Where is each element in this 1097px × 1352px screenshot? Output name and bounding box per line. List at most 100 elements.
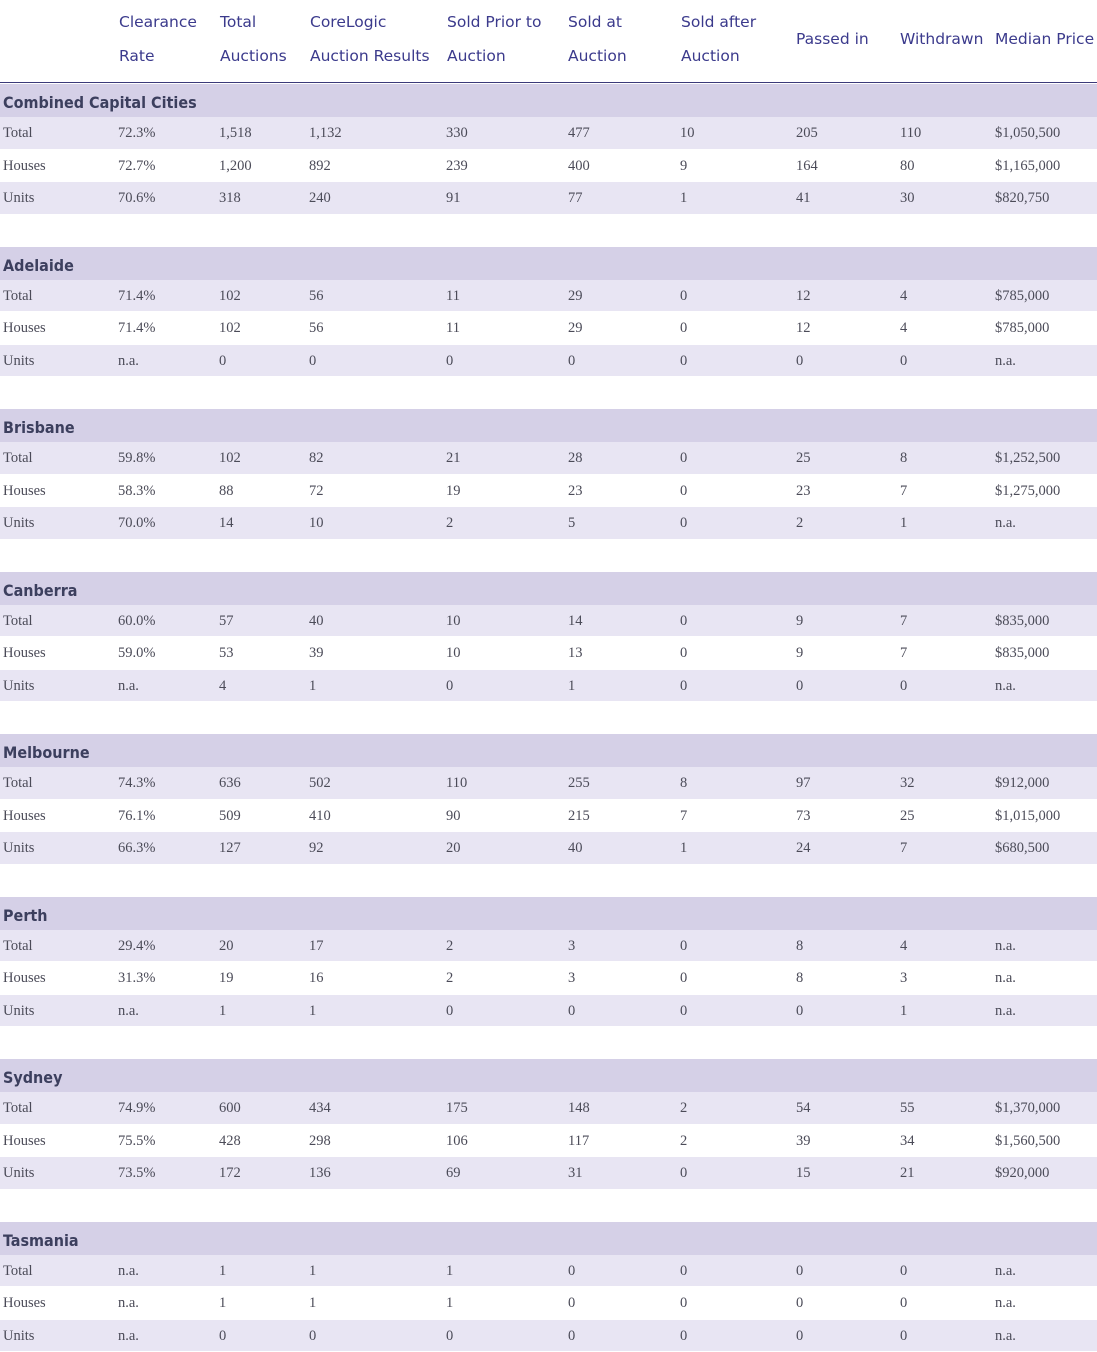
clearance-rate-cell: 58.3% [118, 475, 155, 507]
passed-in-cell: 0 [796, 1287, 803, 1319]
total-auctions-cell: 20 [219, 930, 234, 962]
withdrawn-cell: 3 [900, 962, 907, 994]
passed-in-cell: 205 [796, 117, 818, 149]
sold-after-cell: 0 [680, 670, 687, 702]
region-title: Adelaide [0, 247, 1097, 280]
clearance-rate-cell: 71.4% [118, 312, 155, 344]
corelogic-results-cell: 82 [309, 442, 324, 474]
passed-in-cell: 23 [796, 475, 811, 507]
passed-in-cell: 2 [796, 507, 803, 539]
clearance-rate-cell: 73.5% [118, 1157, 155, 1189]
corelogic-results-cell: 0 [309, 345, 316, 377]
row-label: Total [3, 767, 33, 799]
row-label: Units [3, 832, 34, 864]
group-spacer [0, 865, 1097, 897]
row-label: Units [3, 670, 34, 702]
sold-after-cell: 2 [680, 1125, 687, 1157]
passed-in-cell: 15 [796, 1157, 811, 1189]
sold-after-cell: 0 [680, 1320, 687, 1352]
passed-in-cell: 9 [796, 605, 803, 637]
withdrawn-cell: 21 [900, 1157, 915, 1189]
passed-in-cell: 0 [796, 1255, 803, 1287]
corelogic-results-cell: 434 [309, 1092, 331, 1124]
withdrawn-cell: 80 [900, 150, 915, 182]
sold-after-cell: 10 [680, 117, 695, 149]
clearance-rate-cell: 76.1% [118, 800, 155, 832]
total-auctions-cell: 4 [219, 670, 226, 702]
median-price-cell: $835,000 [995, 637, 1049, 669]
median-price-cell: $1,370,000 [995, 1092, 1060, 1124]
clearance-rate-cell: 29.4% [118, 930, 155, 962]
total-auctions-cell: 0 [219, 345, 226, 377]
row-label: Houses [3, 1125, 46, 1157]
sold-after-cell: 2 [680, 1092, 687, 1124]
withdrawn-cell: 0 [900, 670, 907, 702]
passed-in-cell: 12 [796, 280, 811, 312]
sold-after-cell: 0 [680, 637, 687, 669]
sold-after-cell: 0 [680, 1157, 687, 1189]
row-label: Units [3, 507, 34, 539]
clearance-rate-cell: n.a. [118, 345, 139, 377]
passed-in-cell: 164 [796, 150, 818, 182]
sold-at-cell: 3 [568, 962, 575, 994]
group-spacer [0, 540, 1097, 572]
passed-in-cell: 25 [796, 442, 811, 474]
withdrawn-cell: 34 [900, 1125, 915, 1157]
sold-prior-cell: 0 [446, 1320, 453, 1352]
total-auctions-cell: 88 [219, 475, 234, 507]
sold-after-cell: 7 [680, 800, 687, 832]
sold-after-cell: 0 [680, 930, 687, 962]
sold-at-cell: 3 [568, 930, 575, 962]
sold-prior-cell: 2 [446, 930, 453, 962]
sold-at-cell: 13 [568, 637, 583, 669]
withdrawn-cell: 8 [900, 442, 907, 474]
passed-in-cell: 9 [796, 637, 803, 669]
corelogic-results-cell: 0 [309, 1320, 316, 1352]
group-spacer [0, 215, 1097, 247]
corelogic-results-cell: 1 [309, 995, 316, 1027]
passed-in-cell: 0 [796, 1320, 803, 1352]
clearance-rate-cell: n.a. [118, 995, 139, 1027]
total-auctions-cell: 102 [219, 280, 241, 312]
median-price-cell: $785,000 [995, 280, 1049, 312]
sold-prior-cell: 19 [446, 475, 461, 507]
row-label: Total [3, 1255, 33, 1287]
sold-at-cell: 23 [568, 475, 583, 507]
sold-after-cell: 0 [680, 1287, 687, 1319]
sold-at-cell: 5 [568, 507, 575, 539]
header-sold-after: Sold after Auction [681, 5, 756, 73]
row-label: Houses [3, 475, 46, 507]
passed-in-cell: 8 [796, 930, 803, 962]
median-price-cell: n.a. [995, 1255, 1016, 1287]
sold-at-cell: 215 [568, 800, 590, 832]
sold-prior-cell: 91 [446, 182, 461, 214]
sold-at-cell: 31 [568, 1157, 583, 1189]
passed-in-cell: 24 [796, 832, 811, 864]
clearance-rate-cell: n.a. [118, 670, 139, 702]
corelogic-results-cell: 892 [309, 150, 331, 182]
median-price-cell: n.a. [995, 670, 1016, 702]
sold-at-cell: 0 [568, 995, 575, 1027]
median-price-cell: $1,165,000 [995, 150, 1060, 182]
row-label: Houses [3, 150, 46, 182]
region-title: Canberra [0, 572, 1097, 605]
sold-prior-cell: 10 [446, 605, 461, 637]
region-title: Brisbane [0, 409, 1097, 442]
corelogic-results-cell: 240 [309, 182, 331, 214]
withdrawn-cell: 7 [900, 605, 907, 637]
sold-prior-cell: 0 [446, 670, 453, 702]
sold-prior-cell: 69 [446, 1157, 461, 1189]
sold-prior-cell: 2 [446, 507, 453, 539]
clearance-rate-cell: 74.3% [118, 767, 155, 799]
sold-prior-cell: 2 [446, 962, 453, 994]
